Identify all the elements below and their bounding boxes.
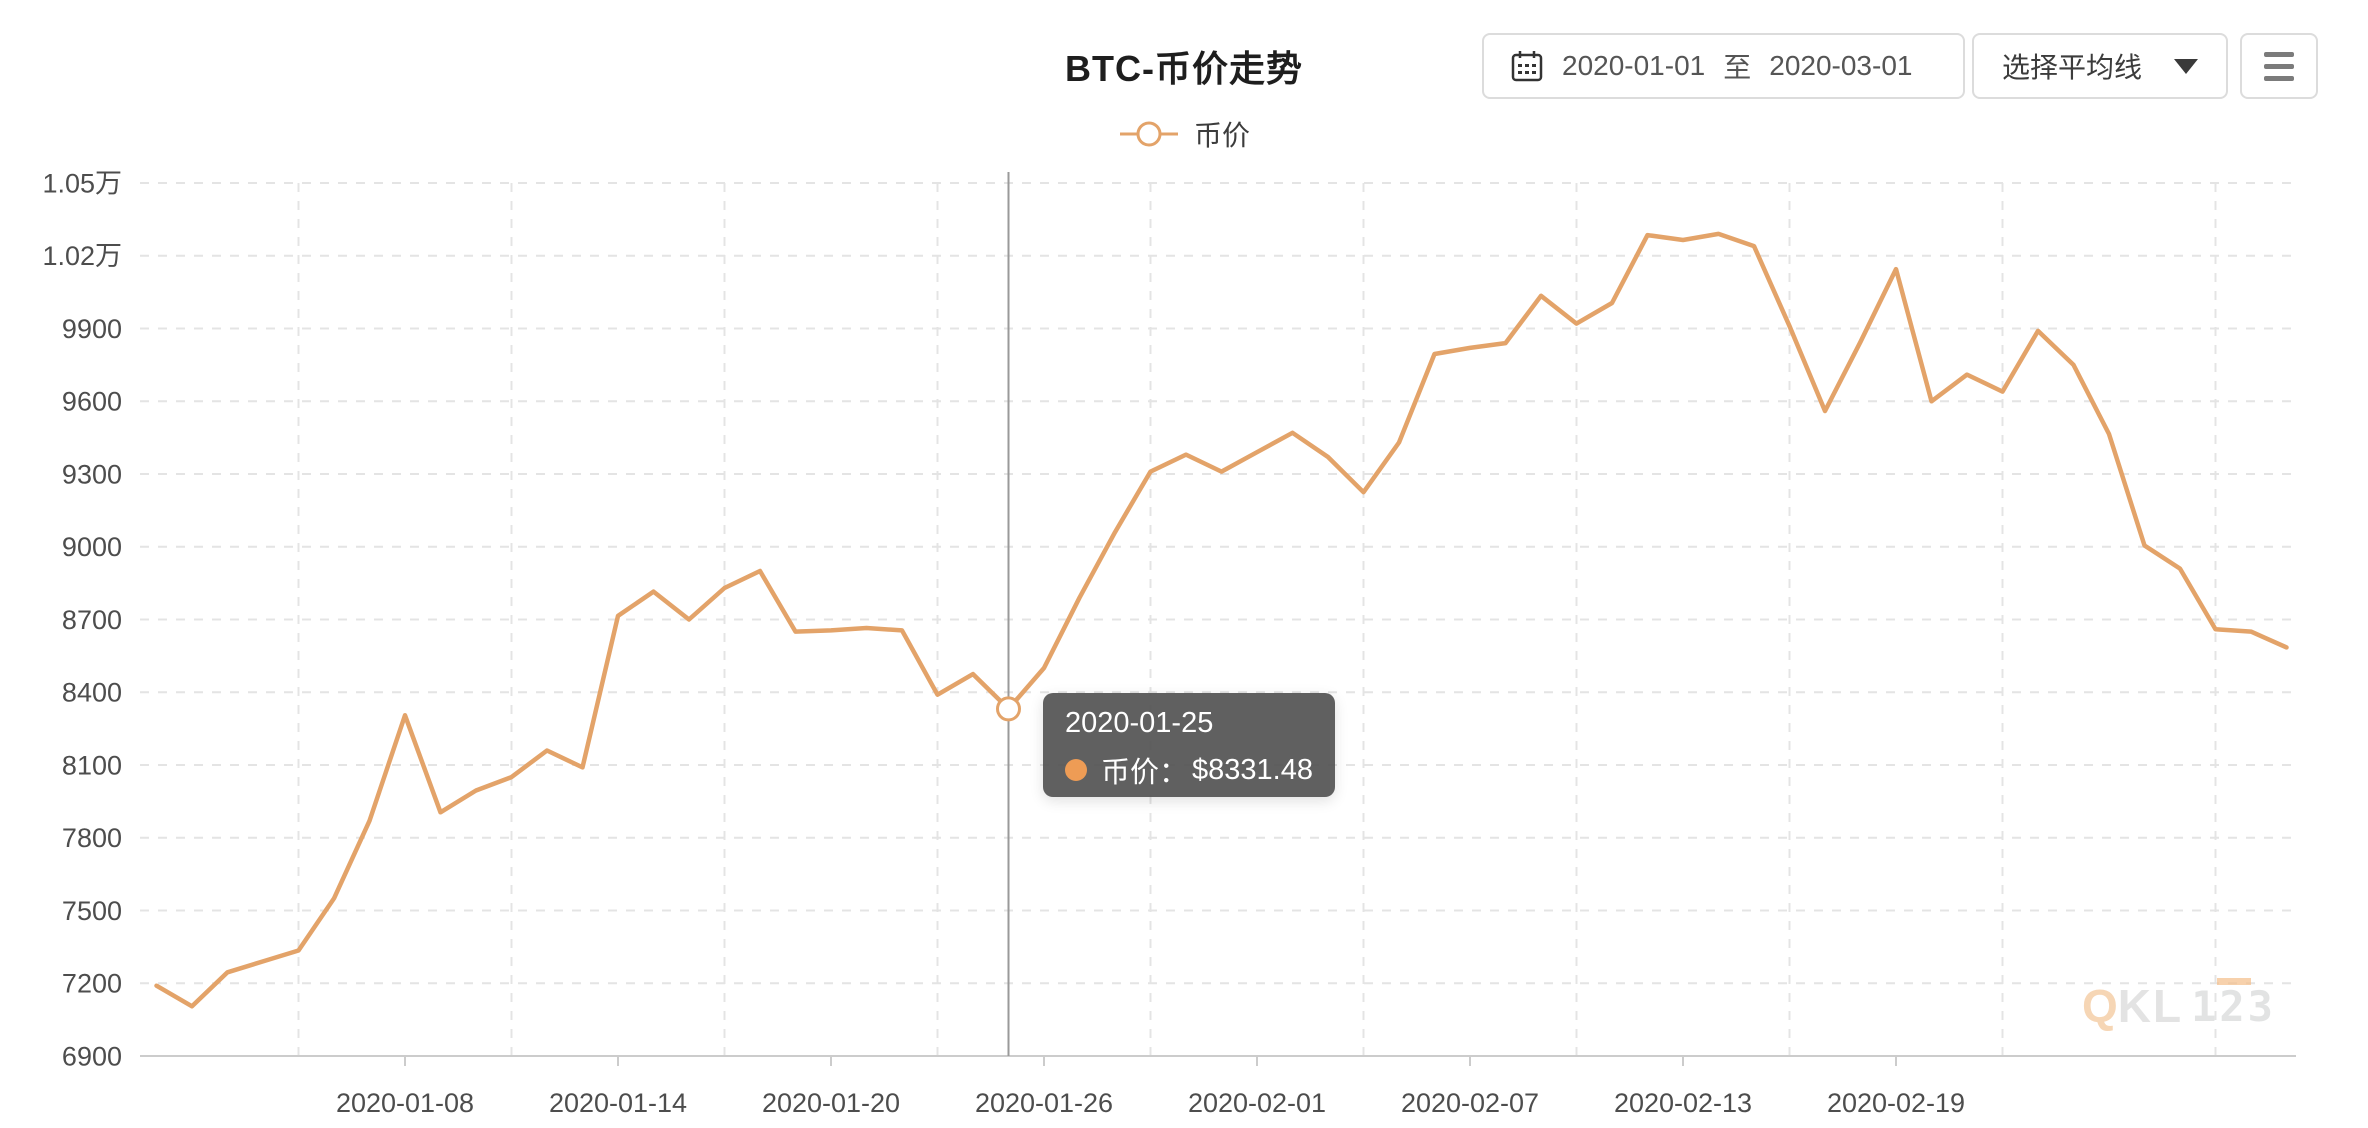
y-axis-label: 8700 [62, 605, 122, 635]
tooltip-series-label: 币价： [1101, 757, 1189, 789]
tooltip-series-value: $8331.48 [1192, 753, 1313, 786]
date-start-value: 2020-01-01 [1562, 50, 1706, 81]
x-axis-label: 2020-02-01 [1188, 1088, 1326, 1118]
qkl123-watermark-logo: Q KL 123 [2082, 977, 2276, 1032]
date-range-button[interactable]: 2020-01-01 至 2020-03-01 [1482, 33, 1965, 99]
y-axis-label: 9300 [62, 459, 122, 489]
tooltip-date: 2020-01-25 [1065, 707, 1214, 739]
y-axis-label: 8400 [62, 678, 122, 708]
date-range-separator: 至 [1723, 52, 1752, 83]
legend-item-price[interactable]: 币价 [0, 114, 2368, 154]
x-axis-label: 2020-02-07 [1401, 1088, 1539, 1118]
tooltip-series-row: 币价： $8331.48 [1065, 749, 1313, 791]
watermark-123: 123 [2191, 977, 2276, 1031]
legend-line-circle-icon [1119, 121, 1178, 147]
tooltip-series-dot-icon [1065, 759, 1087, 781]
y-axis-label: 6900 [62, 1041, 122, 1071]
price-series-line [154, 231, 2289, 1009]
y-axis-label: 9600 [62, 387, 122, 417]
page-title: BTC-币价走势 [1065, 48, 1303, 89]
y-axis-label: 7800 [62, 823, 122, 853]
x-axis-label: 2020-02-19 [1827, 1088, 1965, 1118]
ma-select-dropdown[interactable]: 选择平均线 [1972, 33, 2228, 99]
x-axis-label: 2020-01-14 [549, 1088, 687, 1118]
x-axis-label: 2020-01-20 [762, 1088, 900, 1118]
caret-down-icon [2174, 58, 2198, 74]
hamburger-icon [2264, 51, 2294, 81]
ma-select-label: 选择平均线 [2002, 52, 2143, 83]
watermark-kl: KL [2117, 980, 2184, 1032]
highlight-point-marker [996, 696, 1021, 722]
y-axis-label: 9000 [62, 532, 122, 562]
y-axis-label: 1.05万 [42, 168, 122, 198]
y-axis-label: 9900 [62, 314, 122, 344]
chart-tooltip: 2020-01-25 币价： $8331.48 [1043, 693, 1335, 797]
x-axis-label: 2020-02-13 [1614, 1088, 1752, 1118]
y-axis-label: 7200 [62, 969, 122, 999]
date-end-value: 2020-03-01 [1769, 50, 1913, 81]
watermark-q: Q [2082, 980, 2118, 1032]
calendar-icon [1511, 51, 1543, 82]
y-axis-label: 8100 [62, 750, 122, 780]
x-axis-label: 2020-01-08 [336, 1088, 474, 1118]
y-axis-label: 1.02万 [42, 241, 122, 271]
x-axis-label: 2020-01-26 [975, 1088, 1113, 1118]
menu-button[interactable] [2240, 33, 2318, 99]
y-axis-label: 7500 [62, 896, 122, 926]
legend-label: 币价 [1193, 120, 1250, 151]
